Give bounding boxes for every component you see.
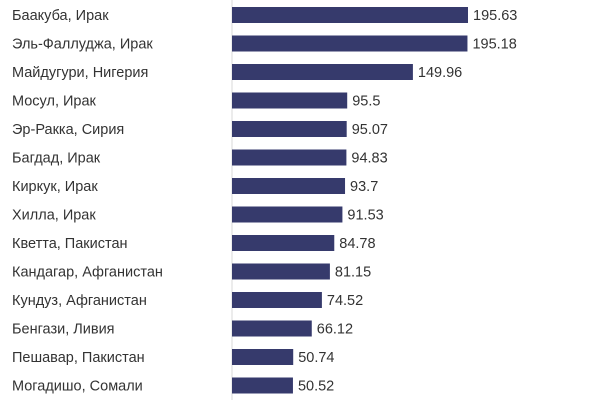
value-label: 74.52 — [327, 293, 363, 309]
bar — [232, 64, 413, 80]
category-label: Пешавар, Пакистан — [12, 350, 145, 366]
value-label: 50.74 — [298, 350, 334, 366]
value-label: 195.63 — [473, 8, 517, 24]
value-label: 91.53 — [347, 207, 383, 223]
category-label: Мосул, Ирак — [12, 93, 97, 109]
value-label: 84.78 — [339, 236, 375, 252]
bar — [232, 320, 312, 337]
category-label: Эр-Ракка, Сирия — [12, 122, 124, 138]
bar — [232, 263, 330, 280]
value-label: 50.52 — [298, 378, 334, 394]
bar — [232, 206, 343, 223]
bar — [232, 349, 294, 365]
category-label: Кветта, Пакистан — [12, 236, 128, 252]
value-label: 95.07 — [352, 122, 388, 138]
bar — [232, 7, 468, 23]
value-label: 149.96 — [418, 65, 462, 81]
value-label: 195.18 — [472, 36, 516, 52]
category-label: Бенгази, Ливия — [12, 321, 115, 337]
category-label: Киркук, Ирак — [12, 179, 98, 195]
category-label: Эль-Фаллуджа, Ирак — [12, 36, 153, 52]
value-label: 94.83 — [351, 150, 387, 166]
category-label: Кандагар, Афганистан — [12, 264, 163, 280]
category-label: Хилла, Ирак — [12, 207, 96, 223]
value-label: 95.5 — [352, 93, 380, 109]
value-label: 81.15 — [335, 264, 371, 280]
category-label: Могадишо, Сомали — [12, 378, 143, 394]
bar — [232, 35, 468, 52]
category-label: Кундуз, Афганистан — [12, 293, 147, 309]
value-label: 66.12 — [317, 321, 353, 337]
bar — [232, 121, 347, 137]
category-label: Баакуба, Ирак — [12, 8, 109, 24]
value-label: 93.7 — [350, 179, 378, 195]
category-label: Багдад, Ирак — [12, 150, 101, 166]
bar — [232, 377, 293, 394]
bar — [232, 149, 347, 166]
bar — [232, 235, 335, 251]
bar — [232, 92, 348, 109]
bar — [232, 178, 346, 194]
category-label: Майдугури, Нигерия — [12, 65, 148, 81]
bar — [232, 292, 322, 308]
